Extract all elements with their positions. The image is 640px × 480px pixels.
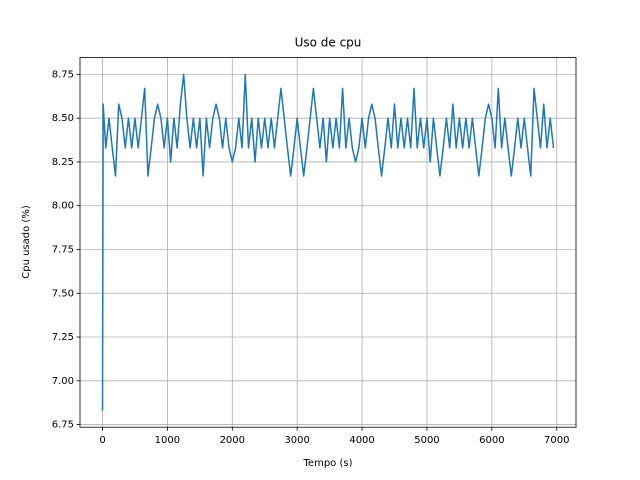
plot-frame xyxy=(79,57,577,428)
y-tick-label: 6.75 xyxy=(52,420,74,431)
x-tick-label: 2000 xyxy=(220,435,245,446)
y-tick-label: 8.50 xyxy=(52,113,74,124)
x-tick-label: 3000 xyxy=(284,435,309,446)
y-tick-label: 7.75 xyxy=(52,244,74,255)
x-tick-label: 5000 xyxy=(414,435,439,446)
y-tick-label: 7.00 xyxy=(52,376,74,387)
x-tick-label: 0 xyxy=(99,435,105,446)
y-tick-label: 8.25 xyxy=(52,157,74,168)
x-tick-label: 4000 xyxy=(349,435,374,446)
x-tick-label: 6000 xyxy=(479,435,504,446)
y-tick-label: 7.50 xyxy=(52,288,74,299)
y-axis-label: Cpu usado (%) xyxy=(21,205,32,279)
chart-title: Uso de cpu xyxy=(295,36,362,50)
x-tick-label: 1000 xyxy=(155,435,180,446)
y-tick-label: 8.00 xyxy=(52,201,74,212)
x-axis-label: Tempo (s) xyxy=(303,458,353,469)
x-tick-label: 7000 xyxy=(544,435,569,446)
line-series xyxy=(101,73,555,411)
y-tick-label: 7.25 xyxy=(52,332,74,343)
y-tick-label: 8.75 xyxy=(52,69,74,80)
